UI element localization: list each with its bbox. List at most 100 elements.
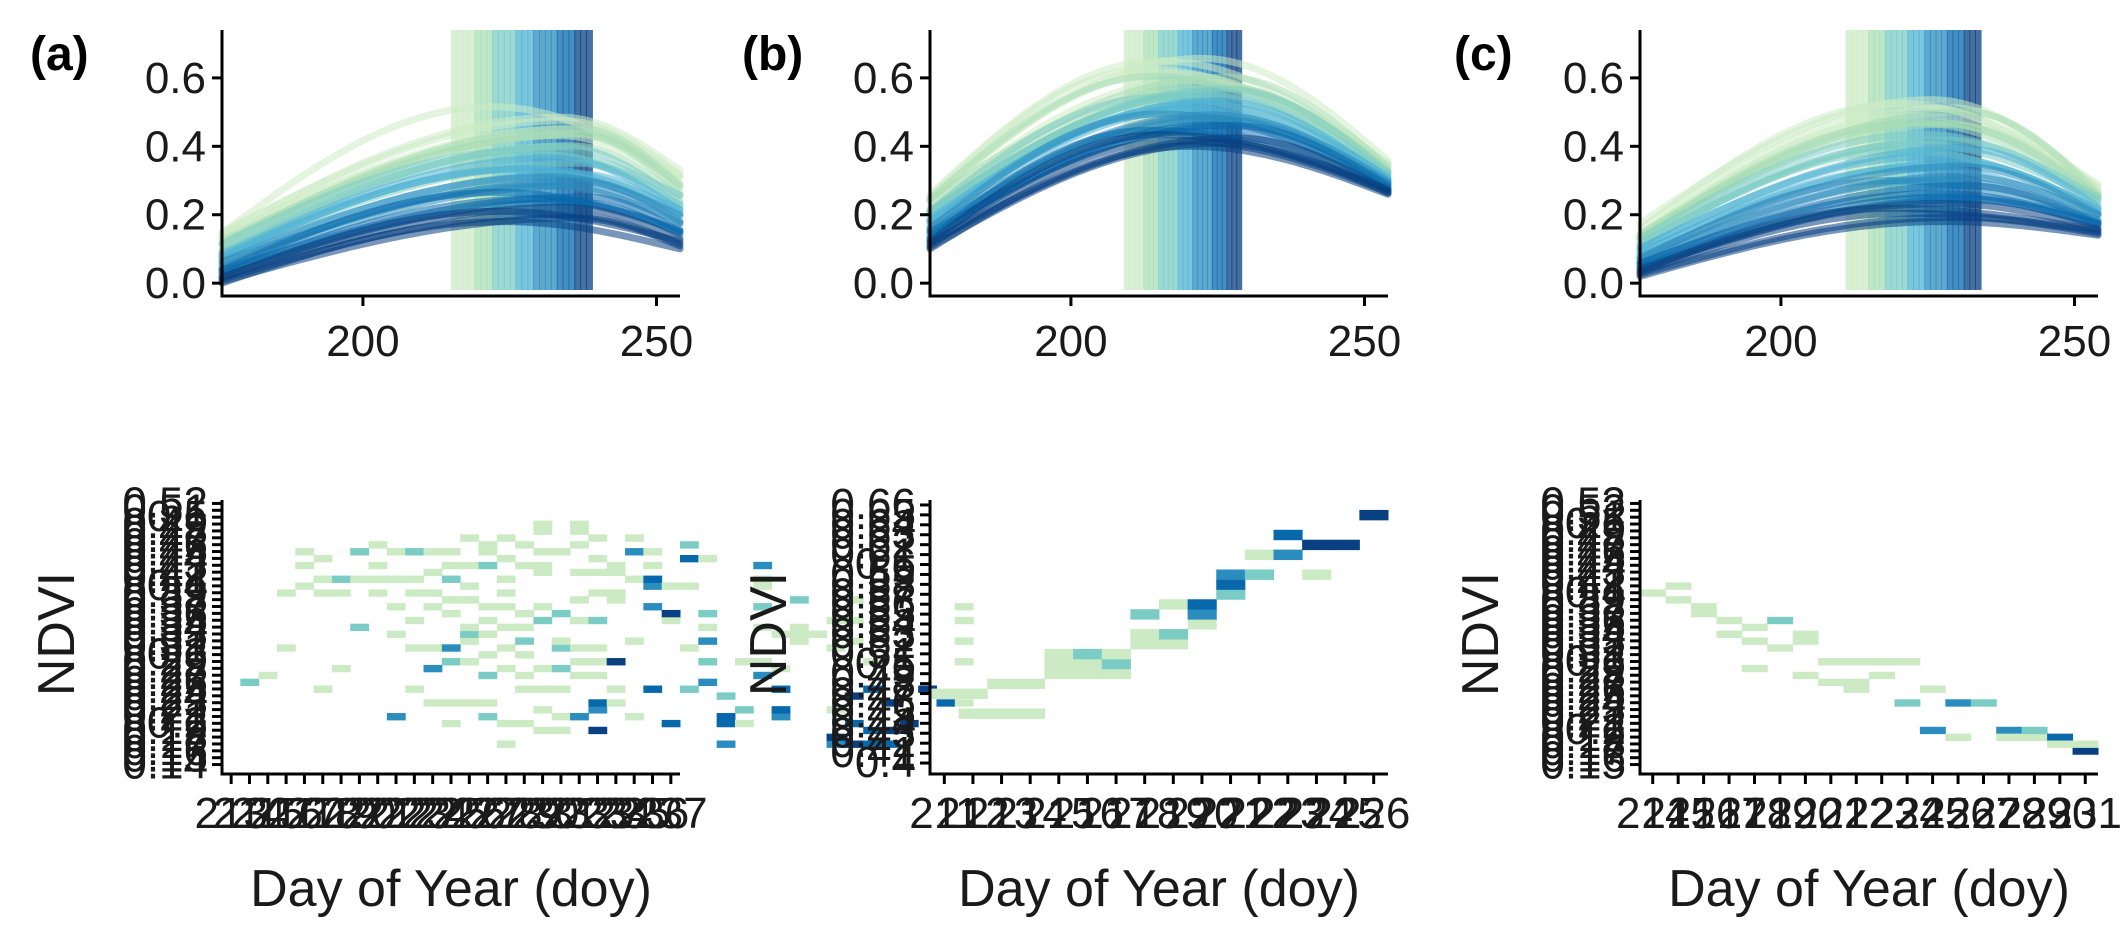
axis-lines bbox=[220, 500, 680, 776]
heatmap-cell bbox=[551, 726, 571, 735]
y-tick-label: 0.21 bbox=[122, 691, 208, 740]
y-tick-label: 0.49 bbox=[122, 499, 208, 548]
y-tick-label: 0.3 bbox=[147, 630, 208, 679]
x-tick-label: 223 bbox=[378, 789, 451, 838]
x-tick-label: 227 bbox=[451, 789, 524, 838]
heatmap-cell bbox=[1945, 733, 1972, 742]
y-tick-label: 0.36 bbox=[122, 588, 208, 637]
heatmap-cell bbox=[863, 685, 883, 693]
heatmap-cell bbox=[496, 534, 516, 542]
heatmap-cell bbox=[588, 706, 608, 714]
heatmap-cell bbox=[515, 637, 534, 645]
heatmap-cell bbox=[1690, 609, 1717, 618]
heatmap-cell bbox=[1187, 619, 1217, 630]
y-tick-label: 0.65 bbox=[830, 490, 916, 539]
x-tick-label: 221 bbox=[1194, 789, 1267, 838]
heatmap-cell bbox=[625, 637, 644, 645]
heatmap-cell bbox=[1073, 668, 1103, 680]
y-tick-label: 0.0 bbox=[853, 259, 914, 308]
x-tick-label: 219 bbox=[1743, 789, 1816, 838]
heatmap-cell bbox=[368, 589, 388, 597]
heatmap-cell bbox=[551, 685, 571, 693]
y-tick-label: 0.2 bbox=[147, 698, 208, 747]
y-tick-label: 0.22 bbox=[1540, 691, 1626, 740]
heatmap-cell bbox=[368, 561, 388, 570]
x-axis-title: Day of Year (doy) bbox=[250, 860, 652, 918]
x-tick-label: 214 bbox=[1616, 789, 1689, 838]
heatmap-cell bbox=[1894, 699, 1921, 707]
heatmap-cell bbox=[1187, 599, 1217, 610]
heatmap-cell bbox=[515, 685, 534, 693]
x-tick-label: 220 bbox=[1165, 789, 1238, 838]
heatmap-cell bbox=[460, 534, 479, 542]
peak-band-strip bbox=[1143, 30, 1150, 290]
heatmap-cell bbox=[2047, 733, 2074, 742]
peak-band-strip bbox=[1128, 30, 1135, 290]
y-tick-label: 0.5 bbox=[855, 639, 916, 688]
heatmap-cell bbox=[478, 541, 498, 549]
heatmap-cell bbox=[826, 706, 846, 714]
x-tick-label: 219 bbox=[304, 789, 377, 838]
heatmap-cell bbox=[1159, 629, 1189, 640]
heatmap-cell bbox=[570, 568, 589, 577]
heatmap-cell bbox=[588, 589, 608, 597]
heatmap-cell bbox=[1919, 726, 1946, 735]
heatmap-cell bbox=[386, 630, 406, 638]
x-tick-label: 226 bbox=[1337, 789, 1410, 838]
heatmap-cell bbox=[771, 685, 791, 693]
y-tick-label: 0.34 bbox=[1540, 609, 1626, 658]
heatmap-cell bbox=[295, 561, 315, 570]
panel-label: (a) bbox=[30, 28, 89, 81]
heatmap-cell bbox=[588, 658, 608, 666]
peak-band-strip bbox=[1138, 30, 1145, 290]
heatmap-cell bbox=[551, 644, 571, 652]
y-tick-label: 0.47 bbox=[830, 669, 916, 718]
heatmap-cell bbox=[2072, 740, 2099, 748]
x-tick-label: 250 bbox=[1328, 317, 1401, 366]
heatmap-cell bbox=[680, 685, 699, 693]
y-tick-label: 0.3 bbox=[1565, 636, 1626, 685]
heatmap-cell bbox=[625, 534, 644, 542]
heatmap-cell bbox=[698, 658, 718, 666]
peak-band-strip bbox=[1216, 30, 1223, 290]
y-tick-label: 0.29 bbox=[122, 636, 208, 685]
x-tick-label: 250 bbox=[620, 317, 693, 366]
heatmap-cell bbox=[386, 548, 406, 556]
heatmap-cell bbox=[515, 671, 534, 680]
y-tick-label: 0.42 bbox=[1540, 554, 1626, 603]
y-tick-label: 0.6 bbox=[855, 540, 916, 589]
y-tick-label: 0.51 bbox=[122, 485, 208, 534]
y-tick-label: 0.2 bbox=[1565, 705, 1626, 754]
heatmap-cell bbox=[1843, 678, 1870, 687]
heatmap-cell bbox=[496, 603, 516, 611]
heatmap-cell bbox=[496, 719, 516, 728]
heatmap-cell bbox=[405, 575, 425, 583]
heatmap-cell bbox=[588, 671, 608, 680]
heatmap-cell bbox=[606, 699, 626, 707]
heatmap-cell bbox=[716, 692, 736, 700]
peak-band-strip bbox=[1192, 30, 1199, 290]
heatmap-cell bbox=[625, 548, 644, 556]
x-tick-label: 225 bbox=[1308, 789, 1381, 838]
x-tick-label: 212 bbox=[936, 789, 1009, 838]
heatmap-cell bbox=[496, 644, 516, 652]
peak-band-strip bbox=[1211, 30, 1218, 290]
heatmap-cell bbox=[606, 658, 626, 666]
x-tick-label: 235 bbox=[597, 789, 670, 838]
line-panel-2: 0.0 0.2 0.4 0.6 200 250 (b) bbox=[742, 28, 1401, 366]
y-tick-label: 0.28 bbox=[1540, 650, 1626, 699]
heatmap-cell bbox=[496, 575, 516, 583]
heatmap-cell bbox=[1216, 569, 1246, 580]
y-tick-label: 0.47 bbox=[122, 513, 208, 562]
y-tick-label: 0.41 bbox=[830, 728, 916, 777]
heatmap-cell bbox=[1244, 549, 1274, 561]
heatmap-cell bbox=[954, 637, 974, 645]
heatmap-cell bbox=[533, 726, 553, 735]
y-tick-label: 0.38 bbox=[122, 575, 208, 624]
x-tick-label: 232 bbox=[543, 789, 616, 838]
heatmap-cell bbox=[1159, 638, 1189, 650]
x-tick-label: 222 bbox=[1222, 789, 1295, 838]
y-tick-label: 0.33 bbox=[1540, 616, 1626, 665]
y-tick-label: 0.62 bbox=[830, 520, 916, 569]
x-tick-label: 200 bbox=[1744, 317, 1817, 366]
